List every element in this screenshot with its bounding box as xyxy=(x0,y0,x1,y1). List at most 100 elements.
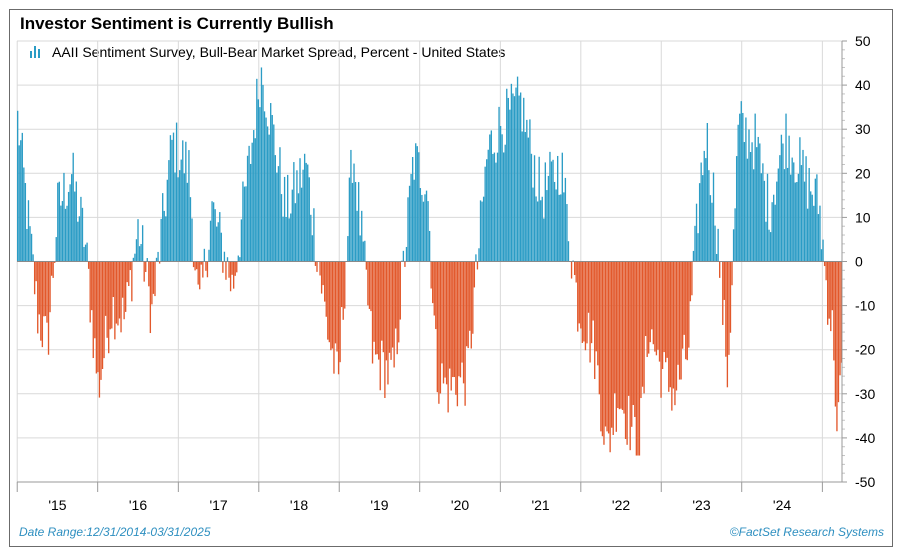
bar xyxy=(233,261,235,289)
bar xyxy=(152,261,155,294)
bar xyxy=(549,151,551,262)
bar xyxy=(438,261,440,404)
axes xyxy=(16,40,847,492)
bar xyxy=(408,185,411,262)
bar xyxy=(469,261,471,331)
bar xyxy=(712,172,715,262)
bar xyxy=(671,261,673,411)
bar xyxy=(154,261,156,297)
bar xyxy=(282,216,284,262)
bar xyxy=(524,132,526,262)
bar xyxy=(749,152,752,262)
bar xyxy=(52,261,54,278)
bar xyxy=(800,165,803,262)
bar xyxy=(476,261,479,270)
bar xyxy=(490,130,492,262)
bar xyxy=(353,163,355,262)
bar xyxy=(703,150,705,262)
bar xyxy=(128,261,130,287)
bar xyxy=(509,109,511,262)
bar xyxy=(694,225,696,262)
bar xyxy=(101,261,104,370)
bar xyxy=(140,244,142,262)
bar xyxy=(501,134,503,262)
bar xyxy=(291,189,293,262)
bar xyxy=(652,261,655,345)
bar xyxy=(481,201,483,262)
bar xyxy=(189,197,192,262)
bar xyxy=(279,147,281,262)
bar xyxy=(831,261,833,311)
bar xyxy=(395,261,397,329)
bar xyxy=(21,132,23,262)
bar xyxy=(266,126,269,262)
bar xyxy=(793,162,795,262)
bar-series xyxy=(17,67,843,456)
bar xyxy=(125,261,127,312)
bar xyxy=(780,134,783,262)
bar xyxy=(61,201,64,262)
bar xyxy=(836,261,838,432)
bar xyxy=(271,115,273,262)
bar xyxy=(612,261,614,435)
bar xyxy=(603,261,605,445)
bar xyxy=(145,261,147,272)
bar xyxy=(820,249,823,262)
bar xyxy=(785,113,787,262)
bar xyxy=(55,237,57,262)
bar xyxy=(475,254,477,262)
bar xyxy=(23,167,25,262)
bar xyxy=(461,261,463,363)
bar xyxy=(44,261,47,317)
bar xyxy=(106,261,108,338)
bar xyxy=(742,112,744,262)
bar xyxy=(248,145,250,262)
bar xyxy=(626,261,628,445)
bar xyxy=(427,201,429,262)
bar xyxy=(823,261,826,267)
y-tick-label: -40 xyxy=(855,430,875,446)
bar xyxy=(661,261,664,370)
bar xyxy=(745,117,747,262)
bar xyxy=(262,84,264,262)
bar xyxy=(180,159,182,262)
bar xyxy=(253,130,255,262)
bar xyxy=(229,261,232,292)
bar xyxy=(521,131,523,262)
bar xyxy=(620,261,622,409)
bar xyxy=(658,261,661,362)
bar xyxy=(100,261,102,380)
bar xyxy=(484,166,486,262)
bar xyxy=(290,213,292,262)
bar xyxy=(689,261,692,302)
bar xyxy=(381,261,383,341)
bar xyxy=(257,99,260,262)
bar xyxy=(350,149,352,262)
bar xyxy=(172,132,175,262)
bar xyxy=(496,152,499,262)
bar xyxy=(660,261,662,398)
bar xyxy=(672,261,675,389)
bar xyxy=(334,261,337,344)
bar xyxy=(114,261,116,340)
y-tick-label: 50 xyxy=(855,33,871,49)
bar xyxy=(415,143,417,262)
bar xyxy=(634,261,636,417)
bar xyxy=(782,143,784,262)
x-tick-label: '21 xyxy=(531,497,549,513)
bar xyxy=(212,202,215,262)
bar xyxy=(813,205,815,262)
bar xyxy=(467,261,469,349)
bar xyxy=(654,261,656,352)
bar xyxy=(378,261,380,360)
bar xyxy=(365,261,368,270)
bar xyxy=(50,261,53,276)
bar xyxy=(195,261,198,270)
bar xyxy=(296,170,298,262)
bar xyxy=(766,173,769,262)
bar xyxy=(754,113,756,262)
bar xyxy=(314,261,317,266)
bar xyxy=(407,197,409,262)
bar xyxy=(691,261,693,296)
bar xyxy=(40,261,42,341)
